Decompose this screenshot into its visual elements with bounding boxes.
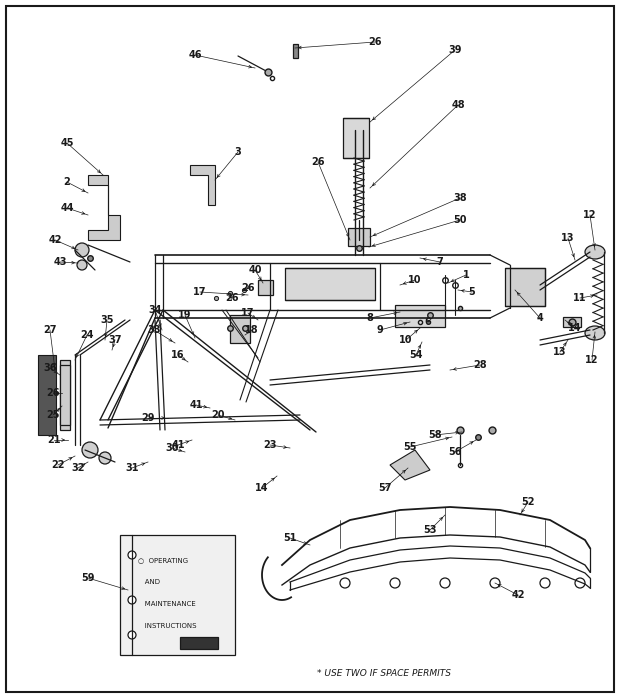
Text: 12: 12 xyxy=(583,210,596,220)
Ellipse shape xyxy=(128,596,136,604)
Bar xyxy=(505,268,545,306)
Ellipse shape xyxy=(585,326,605,340)
Text: 27: 27 xyxy=(43,325,57,335)
Ellipse shape xyxy=(99,452,111,464)
Text: 4: 4 xyxy=(537,313,543,323)
Text: 57: 57 xyxy=(378,483,392,493)
Text: 22: 22 xyxy=(51,460,64,470)
Ellipse shape xyxy=(82,442,98,458)
Ellipse shape xyxy=(128,631,136,639)
Text: 26: 26 xyxy=(311,157,325,167)
Text: 21: 21 xyxy=(47,435,61,445)
Bar xyxy=(180,637,218,649)
Text: ○  OPERATING: ○ OPERATING xyxy=(138,557,188,563)
Bar xyxy=(258,280,273,295)
Text: 26: 26 xyxy=(46,388,60,398)
Text: 26: 26 xyxy=(241,283,255,293)
Text: 1: 1 xyxy=(463,270,469,280)
Bar xyxy=(563,317,581,327)
Text: 7: 7 xyxy=(436,257,443,267)
Text: 41: 41 xyxy=(189,400,203,410)
Bar xyxy=(60,360,70,430)
Text: 48: 48 xyxy=(451,100,465,110)
Text: 39: 39 xyxy=(448,45,462,55)
Bar xyxy=(38,355,56,435)
Ellipse shape xyxy=(77,260,87,270)
Text: 6: 6 xyxy=(425,317,432,327)
Text: 14: 14 xyxy=(255,483,268,493)
Text: 36: 36 xyxy=(43,363,57,373)
Polygon shape xyxy=(190,165,215,205)
Text: 32: 32 xyxy=(71,463,85,473)
Text: 29: 29 xyxy=(141,413,155,423)
Text: 46: 46 xyxy=(188,50,202,60)
Text: 42: 42 xyxy=(48,235,62,245)
Text: 34: 34 xyxy=(148,305,162,315)
Bar xyxy=(293,44,298,58)
Text: 26: 26 xyxy=(225,293,239,303)
Text: 55: 55 xyxy=(403,442,417,452)
Text: 10: 10 xyxy=(408,275,422,285)
Polygon shape xyxy=(390,450,430,480)
Polygon shape xyxy=(88,175,120,240)
Text: 11: 11 xyxy=(574,293,587,303)
Bar xyxy=(348,228,370,246)
Text: 12: 12 xyxy=(585,355,599,365)
Ellipse shape xyxy=(128,551,136,559)
Text: 41: 41 xyxy=(171,440,185,450)
Bar xyxy=(395,305,445,327)
Text: 14: 14 xyxy=(569,323,582,333)
Text: 35: 35 xyxy=(100,315,113,325)
Text: 17: 17 xyxy=(193,287,206,297)
Text: 58: 58 xyxy=(428,430,442,440)
Text: 28: 28 xyxy=(473,360,487,370)
Text: 20: 20 xyxy=(211,410,224,420)
Bar xyxy=(120,535,235,655)
Text: 37: 37 xyxy=(108,335,122,345)
Text: 33: 33 xyxy=(148,325,161,335)
Bar xyxy=(230,315,250,343)
Text: 16: 16 xyxy=(171,350,185,360)
Text: AND: AND xyxy=(138,579,160,585)
Text: 31: 31 xyxy=(125,463,139,473)
Text: 30: 30 xyxy=(166,443,179,453)
Text: 51: 51 xyxy=(283,533,297,543)
Text: 44: 44 xyxy=(60,203,74,213)
Text: 13: 13 xyxy=(553,347,567,357)
Text: 54: 54 xyxy=(409,350,423,360)
Text: 23: 23 xyxy=(264,440,277,450)
Text: 50: 50 xyxy=(453,215,467,225)
Bar xyxy=(60,365,70,425)
Text: 5: 5 xyxy=(469,287,476,297)
Text: 40: 40 xyxy=(248,265,262,275)
Text: 56: 56 xyxy=(448,447,462,457)
Text: INSTRUCTIONS: INSTRUCTIONS xyxy=(138,623,197,629)
Text: 3: 3 xyxy=(234,147,241,157)
Text: 25: 25 xyxy=(46,410,60,420)
Text: 18: 18 xyxy=(245,325,259,335)
Text: 43: 43 xyxy=(53,257,67,267)
Text: 9: 9 xyxy=(376,325,383,335)
Text: 45: 45 xyxy=(60,138,74,148)
Text: 19: 19 xyxy=(179,310,192,320)
Text: 10: 10 xyxy=(399,335,413,345)
Text: 13: 13 xyxy=(561,233,575,243)
Text: 8: 8 xyxy=(366,313,373,323)
Text: 53: 53 xyxy=(423,525,436,535)
Text: 42: 42 xyxy=(512,590,525,600)
Text: 17: 17 xyxy=(241,308,255,318)
Text: 38: 38 xyxy=(453,193,467,203)
Text: 52: 52 xyxy=(521,497,534,507)
Ellipse shape xyxy=(75,243,89,257)
Bar xyxy=(343,118,369,158)
Ellipse shape xyxy=(585,245,605,259)
Text: MAINTENANCE: MAINTENANCE xyxy=(138,601,196,607)
Text: 2: 2 xyxy=(64,177,71,187)
Text: 24: 24 xyxy=(80,330,94,340)
Text: * USE TWO IF SPACE PERMITS: * USE TWO IF SPACE PERMITS xyxy=(317,669,451,678)
Text: 59: 59 xyxy=(81,573,95,583)
Text: 26: 26 xyxy=(368,37,382,47)
Bar xyxy=(285,268,375,300)
